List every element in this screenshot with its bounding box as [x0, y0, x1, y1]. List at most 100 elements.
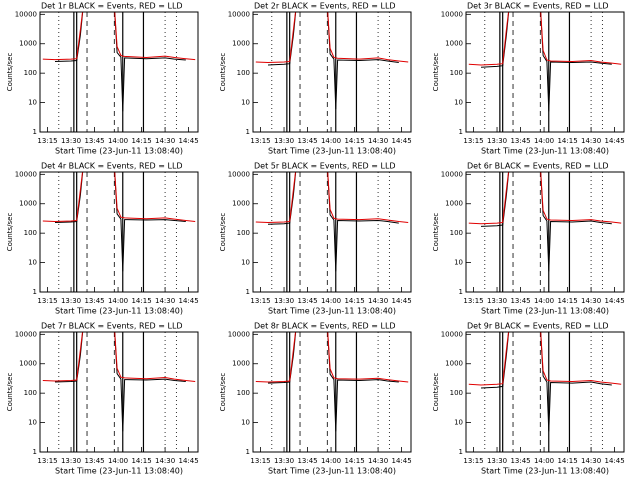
x-tick-label: 14:00 [108, 457, 128, 465]
x-tick-label: 14:00 [534, 457, 554, 465]
y-tick-label: 1 [246, 128, 250, 136]
x-tick-label: 14:30 [155, 297, 175, 305]
plot-frame [39, 331, 199, 453]
chart-title: Det 1r BLACK = Events, RED = LLD [41, 2, 183, 11]
y-tick-label: 100 [24, 229, 37, 237]
x-tick-label: 14:45 [179, 137, 199, 145]
y-tick-label: 1000 [445, 40, 463, 48]
x-tick-label: 14:30 [581, 137, 601, 145]
y-tick-label: 10 [241, 99, 250, 107]
x-tick-label: 14:15 [131, 457, 151, 465]
x-tick-label: 14:45 [179, 297, 199, 305]
plot-frame [252, 331, 412, 453]
y-tick-label: 10000 [15, 10, 37, 18]
chart-title: Det 5r BLACK = Events, RED = LLD [254, 162, 396, 171]
x-tick-label: 13:15 [37, 457, 57, 465]
series-line [255, 332, 409, 383]
x-tick-label: 14:00 [321, 457, 341, 465]
y-tick-label: 1000 [445, 360, 463, 368]
series-line [42, 332, 196, 382]
y-tick-label: 10 [454, 259, 463, 267]
y-tick-label: 10 [28, 99, 37, 107]
x-tick-label: 13:15 [463, 297, 483, 305]
x-axis-label: Start Time (23-Jun-11 13:08:40) [481, 467, 609, 476]
y-tick-label: 10 [28, 259, 37, 267]
x-tick-label: 13:45 [510, 297, 530, 305]
x-tick-label: 14:00 [108, 297, 128, 305]
y-axis-label: Counts/sec [6, 373, 14, 412]
x-tick-label: 14:15 [344, 297, 364, 305]
plot-frame [39, 171, 199, 293]
plot-frame [252, 11, 412, 133]
y-tick-label: 1000 [232, 360, 250, 368]
y-tick-label: 10 [241, 419, 250, 427]
series-line [468, 172, 622, 225]
x-tick-label: 13:45 [84, 137, 104, 145]
x-tick-label: 13:45 [297, 137, 317, 145]
y-tick-label: 1 [246, 288, 250, 296]
y-tick-label: 10000 [228, 10, 250, 18]
x-axis-label: Start Time (23-Jun-11 13:08:40) [481, 307, 609, 316]
x-tick-label: 13:30 [61, 137, 81, 145]
y-tick-label: 100 [450, 229, 463, 237]
x-tick-label: 14:30 [581, 297, 601, 305]
x-tick-label: 13:45 [297, 457, 317, 465]
x-tick-label: 14:15 [344, 137, 364, 145]
x-tick-label: 13:30 [487, 297, 507, 305]
y-tick-label: 10 [454, 419, 463, 427]
x-tick-label: 14:30 [155, 457, 175, 465]
chart-title: Det 4r BLACK = Events, RED = LLD [41, 162, 183, 171]
y-tick-label: 100 [24, 389, 37, 397]
chart-title: Det 9r BLACK = Events, RED = LLD [467, 322, 609, 331]
series-line [42, 12, 196, 61]
x-tick-label: 14:30 [368, 297, 388, 305]
y-tick-label: 1 [459, 288, 463, 296]
x-tick-label: 14:45 [605, 457, 625, 465]
x-tick-label: 14:45 [392, 297, 412, 305]
y-tick-label: 10 [28, 419, 37, 427]
series-line [255, 12, 409, 64]
y-tick-label: 100 [450, 389, 463, 397]
y-axis-label: Counts/sec [219, 213, 227, 252]
x-tick-label: 13:30 [487, 137, 507, 145]
x-tick-label: 13:30 [274, 137, 294, 145]
series-line [54, 332, 186, 432]
chart-title: Det 6r BLACK = Events, RED = LLD [467, 162, 609, 171]
x-tick-label: 14:00 [534, 297, 554, 305]
y-tick-label: 1000 [232, 40, 250, 48]
x-tick-label: 13:45 [84, 297, 104, 305]
chart-panel: Det 6r BLACK = Events, RED = LLD Start Ti… [432, 162, 625, 316]
x-tick-label: 14:15 [557, 457, 577, 465]
plot-frame [465, 171, 625, 293]
chart-panel: Det 3r BLACK = Events, RED = LLD Start Ti… [432, 2, 625, 156]
x-tick-label: 13:15 [250, 297, 270, 305]
y-tick-label: 1 [459, 448, 463, 456]
y-tick-label: 100 [450, 69, 463, 77]
y-tick-label: 1000 [19, 360, 37, 368]
x-tick-label: 13:30 [61, 457, 81, 465]
x-tick-label: 13:15 [37, 137, 57, 145]
y-tick-label: 100 [237, 229, 250, 237]
y-tick-label: 1000 [19, 40, 37, 48]
x-tick-label: 13:15 [463, 457, 483, 465]
x-tick-label: 14:00 [534, 137, 554, 145]
x-tick-label: 14:30 [368, 457, 388, 465]
y-tick-label: 1 [33, 288, 37, 296]
x-tick-label: 14:00 [321, 137, 341, 145]
x-tick-label: 14:15 [131, 297, 151, 305]
x-axis-label: Start Time (23-Jun-11 13:08:40) [55, 147, 183, 156]
x-tick-label: 13:30 [274, 297, 294, 305]
x-tick-label: 13:30 [61, 297, 81, 305]
y-tick-label: 10 [241, 259, 250, 267]
x-tick-label: 14:15 [557, 137, 577, 145]
chart-panel: Det 8r BLACK = Events, RED = LLD Start Ti… [219, 322, 412, 476]
y-tick-label: 10000 [441, 170, 463, 178]
series-line [468, 12, 622, 66]
chart-panel: Det 9r BLACK = Events, RED = LLD Start Ti… [432, 322, 625, 476]
y-axis-label: Counts/sec [432, 373, 440, 412]
chart-panel: Det 1r BLACK = Events, RED = LLD Start Ti… [6, 2, 199, 156]
y-tick-label: 100 [237, 389, 250, 397]
y-tick-label: 1 [33, 128, 37, 136]
y-axis-label: Counts/sec [432, 53, 440, 92]
